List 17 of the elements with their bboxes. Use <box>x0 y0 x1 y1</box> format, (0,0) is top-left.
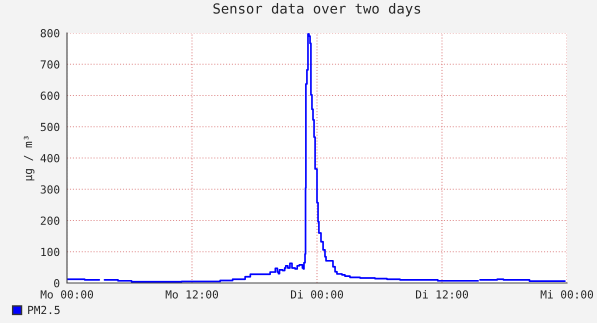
y-tick-label: 200 <box>40 216 60 225</box>
y-tick-label: 300 <box>40 185 60 194</box>
x-tick-label: Di 00:00 <box>290 290 344 299</box>
x-tick-label: Di 12:00 <box>416 290 468 299</box>
x-tick-label: Mo 00:00 <box>40 290 94 299</box>
y-tick-label: 700 <box>40 60 60 69</box>
x-tick-label: Mo 12:00 <box>166 290 218 299</box>
y-tick-label: 0 <box>54 279 60 288</box>
y-axis-title: µg / m³ <box>24 136 34 180</box>
x-tick-label: Mi 00:00 <box>540 290 594 299</box>
legend-label: PM2.5 <box>28 306 60 314</box>
y-tick-label: 400 <box>40 154 60 162</box>
y-tick-label: 800 <box>40 29 60 38</box>
y-tick-label: 500 <box>40 122 60 132</box>
y-tick-label: 600 <box>40 92 60 100</box>
chart-title: Sensor data over two days <box>213 3 420 16</box>
y-tick-label: 100 <box>41 248 60 256</box>
